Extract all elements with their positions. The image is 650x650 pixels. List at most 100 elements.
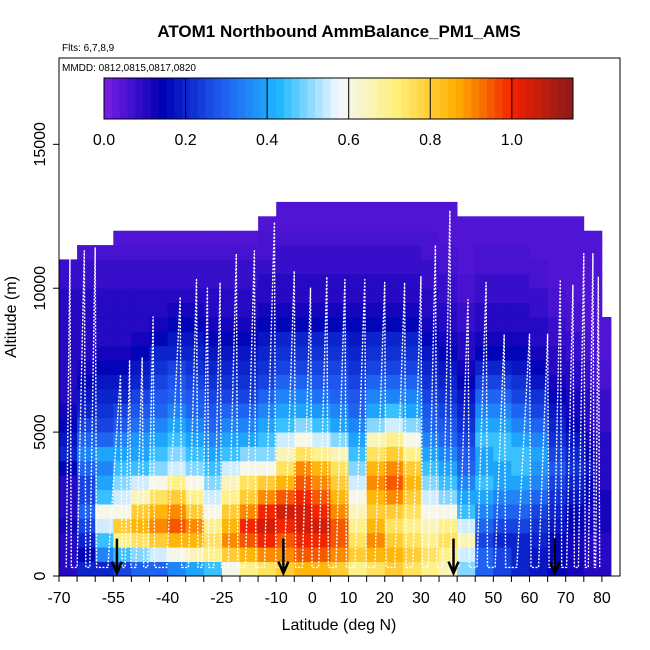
heatmap-cell — [312, 403, 331, 419]
heatmap-cell — [77, 403, 96, 419]
heatmap-cell — [565, 331, 585, 347]
heatmap-cell — [402, 518, 422, 534]
heatmap-cell — [330, 374, 349, 390]
heatmap-cell — [203, 460, 223, 476]
heatmap-cell — [258, 230, 277, 246]
heatmap-cell — [258, 245, 277, 260]
heatmap-cell — [547, 259, 567, 275]
heatmap-cell — [113, 345, 132, 361]
heatmap-cell — [366, 446, 386, 462]
heatmap-cell — [330, 345, 349, 361]
heatmap-cell — [402, 273, 422, 289]
heatmap-cell — [276, 273, 295, 289]
heatmap-cell — [185, 561, 205, 577]
heatmap-cell — [294, 460, 313, 476]
heatmap-cell — [529, 403, 548, 419]
heatmap-cell — [167, 446, 187, 462]
heatmap-cell — [149, 432, 168, 447]
heatmap-cell — [457, 432, 476, 447]
heatmap-cell — [240, 245, 259, 260]
heatmap-cell — [565, 288, 585, 303]
colorbar-swatch — [401, 78, 410, 119]
heatmap-cell — [348, 317, 367, 332]
plot-frame — [58, 57, 621, 577]
heatmap-cell — [95, 259, 114, 275]
heatmap-cell — [457, 547, 476, 562]
heatmap-cell — [439, 245, 458, 260]
heatmap-cell — [529, 446, 548, 462]
heatmap-cell — [420, 475, 440, 491]
heatmap-cell — [312, 201, 331, 217]
heatmap-cell — [59, 489, 78, 505]
heatmap-cell — [258, 561, 277, 577]
heatmap-cell — [402, 259, 422, 275]
heatmap-cell — [59, 317, 78, 332]
heatmap-cell — [583, 245, 603, 260]
heatmap-cell — [457, 273, 476, 289]
heatmap-cell — [592, 504, 612, 519]
heatmap-cell — [294, 245, 313, 260]
heatmap-cell — [276, 374, 295, 390]
colorbar-swatch — [158, 78, 167, 119]
heatmap-cell — [384, 374, 404, 390]
heatmap-cell — [312, 288, 331, 303]
colorbar-swatch — [424, 78, 433, 119]
heatmap-cell — [420, 245, 440, 260]
heatmap-cell — [167, 345, 187, 361]
heatmap-cell — [203, 518, 223, 534]
heatmap-cell — [457, 216, 476, 232]
heatmap-cell — [203, 547, 223, 562]
heatmap-cell — [547, 374, 567, 390]
heatmap-cell — [348, 547, 367, 562]
x-tick-label: -40 — [156, 590, 179, 607]
heatmap-cell — [330, 504, 349, 519]
heatmap-cell — [240, 561, 259, 577]
heatmap-cell — [457, 504, 476, 519]
colorbar-swatch — [252, 78, 261, 119]
heatmap-cell — [592, 417, 612, 433]
heatmap-cell — [547, 475, 567, 491]
heatmap-cell — [185, 403, 205, 419]
heatmap-cell — [258, 259, 277, 275]
colorbar-tick-label: 0.8 — [419, 132, 441, 149]
arrow-marker-head — [110, 561, 124, 577]
heatmap-cell — [493, 460, 512, 476]
heatmap-cell — [366, 230, 386, 246]
heatmap-cell — [420, 518, 440, 534]
colorbar-swatch — [385, 78, 394, 119]
colorbar-swatch — [244, 78, 253, 119]
heatmap-cell — [276, 331, 295, 347]
heatmap-cell — [439, 216, 458, 232]
heatmap-cell — [59, 417, 78, 433]
heatmap-cell — [77, 317, 96, 332]
heatmap-cell — [366, 518, 386, 534]
heatmap-cell — [276, 259, 295, 275]
colorbar-swatch — [291, 78, 300, 119]
heatmap-cell — [366, 547, 386, 562]
heatmap-cell — [95, 403, 114, 419]
heatmap-cell — [312, 245, 331, 260]
colorbar-swatch — [518, 78, 527, 119]
heatmap-cell — [439, 504, 458, 519]
heatmap-cell — [592, 561, 612, 577]
heatmap-cell — [475, 374, 494, 390]
heatmap-cell — [276, 532, 295, 548]
heatmap-cell — [565, 302, 585, 318]
heatmap-cell — [312, 345, 331, 361]
heatmap-cell — [511, 417, 530, 433]
colorbar-swatch — [143, 78, 152, 119]
heatmap-cell — [149, 288, 168, 303]
heatmap-cell — [258, 317, 277, 332]
heatmap-cell — [439, 388, 458, 404]
heatmap-cell — [77, 432, 96, 447]
colorbar-swatch — [197, 78, 206, 119]
heatmap-cell — [565, 518, 585, 534]
heatmap-cell — [258, 360, 277, 375]
heatmap-cell — [312, 216, 331, 232]
colorbar-swatch — [549, 78, 558, 119]
heatmap-cell — [547, 317, 567, 332]
dates-label: MMDD: 0812,0815,0817,0820 — [62, 63, 196, 74]
heatmap-cell — [475, 432, 494, 447]
heatmap-cell — [366, 489, 386, 505]
heatmap-cell — [221, 432, 241, 447]
